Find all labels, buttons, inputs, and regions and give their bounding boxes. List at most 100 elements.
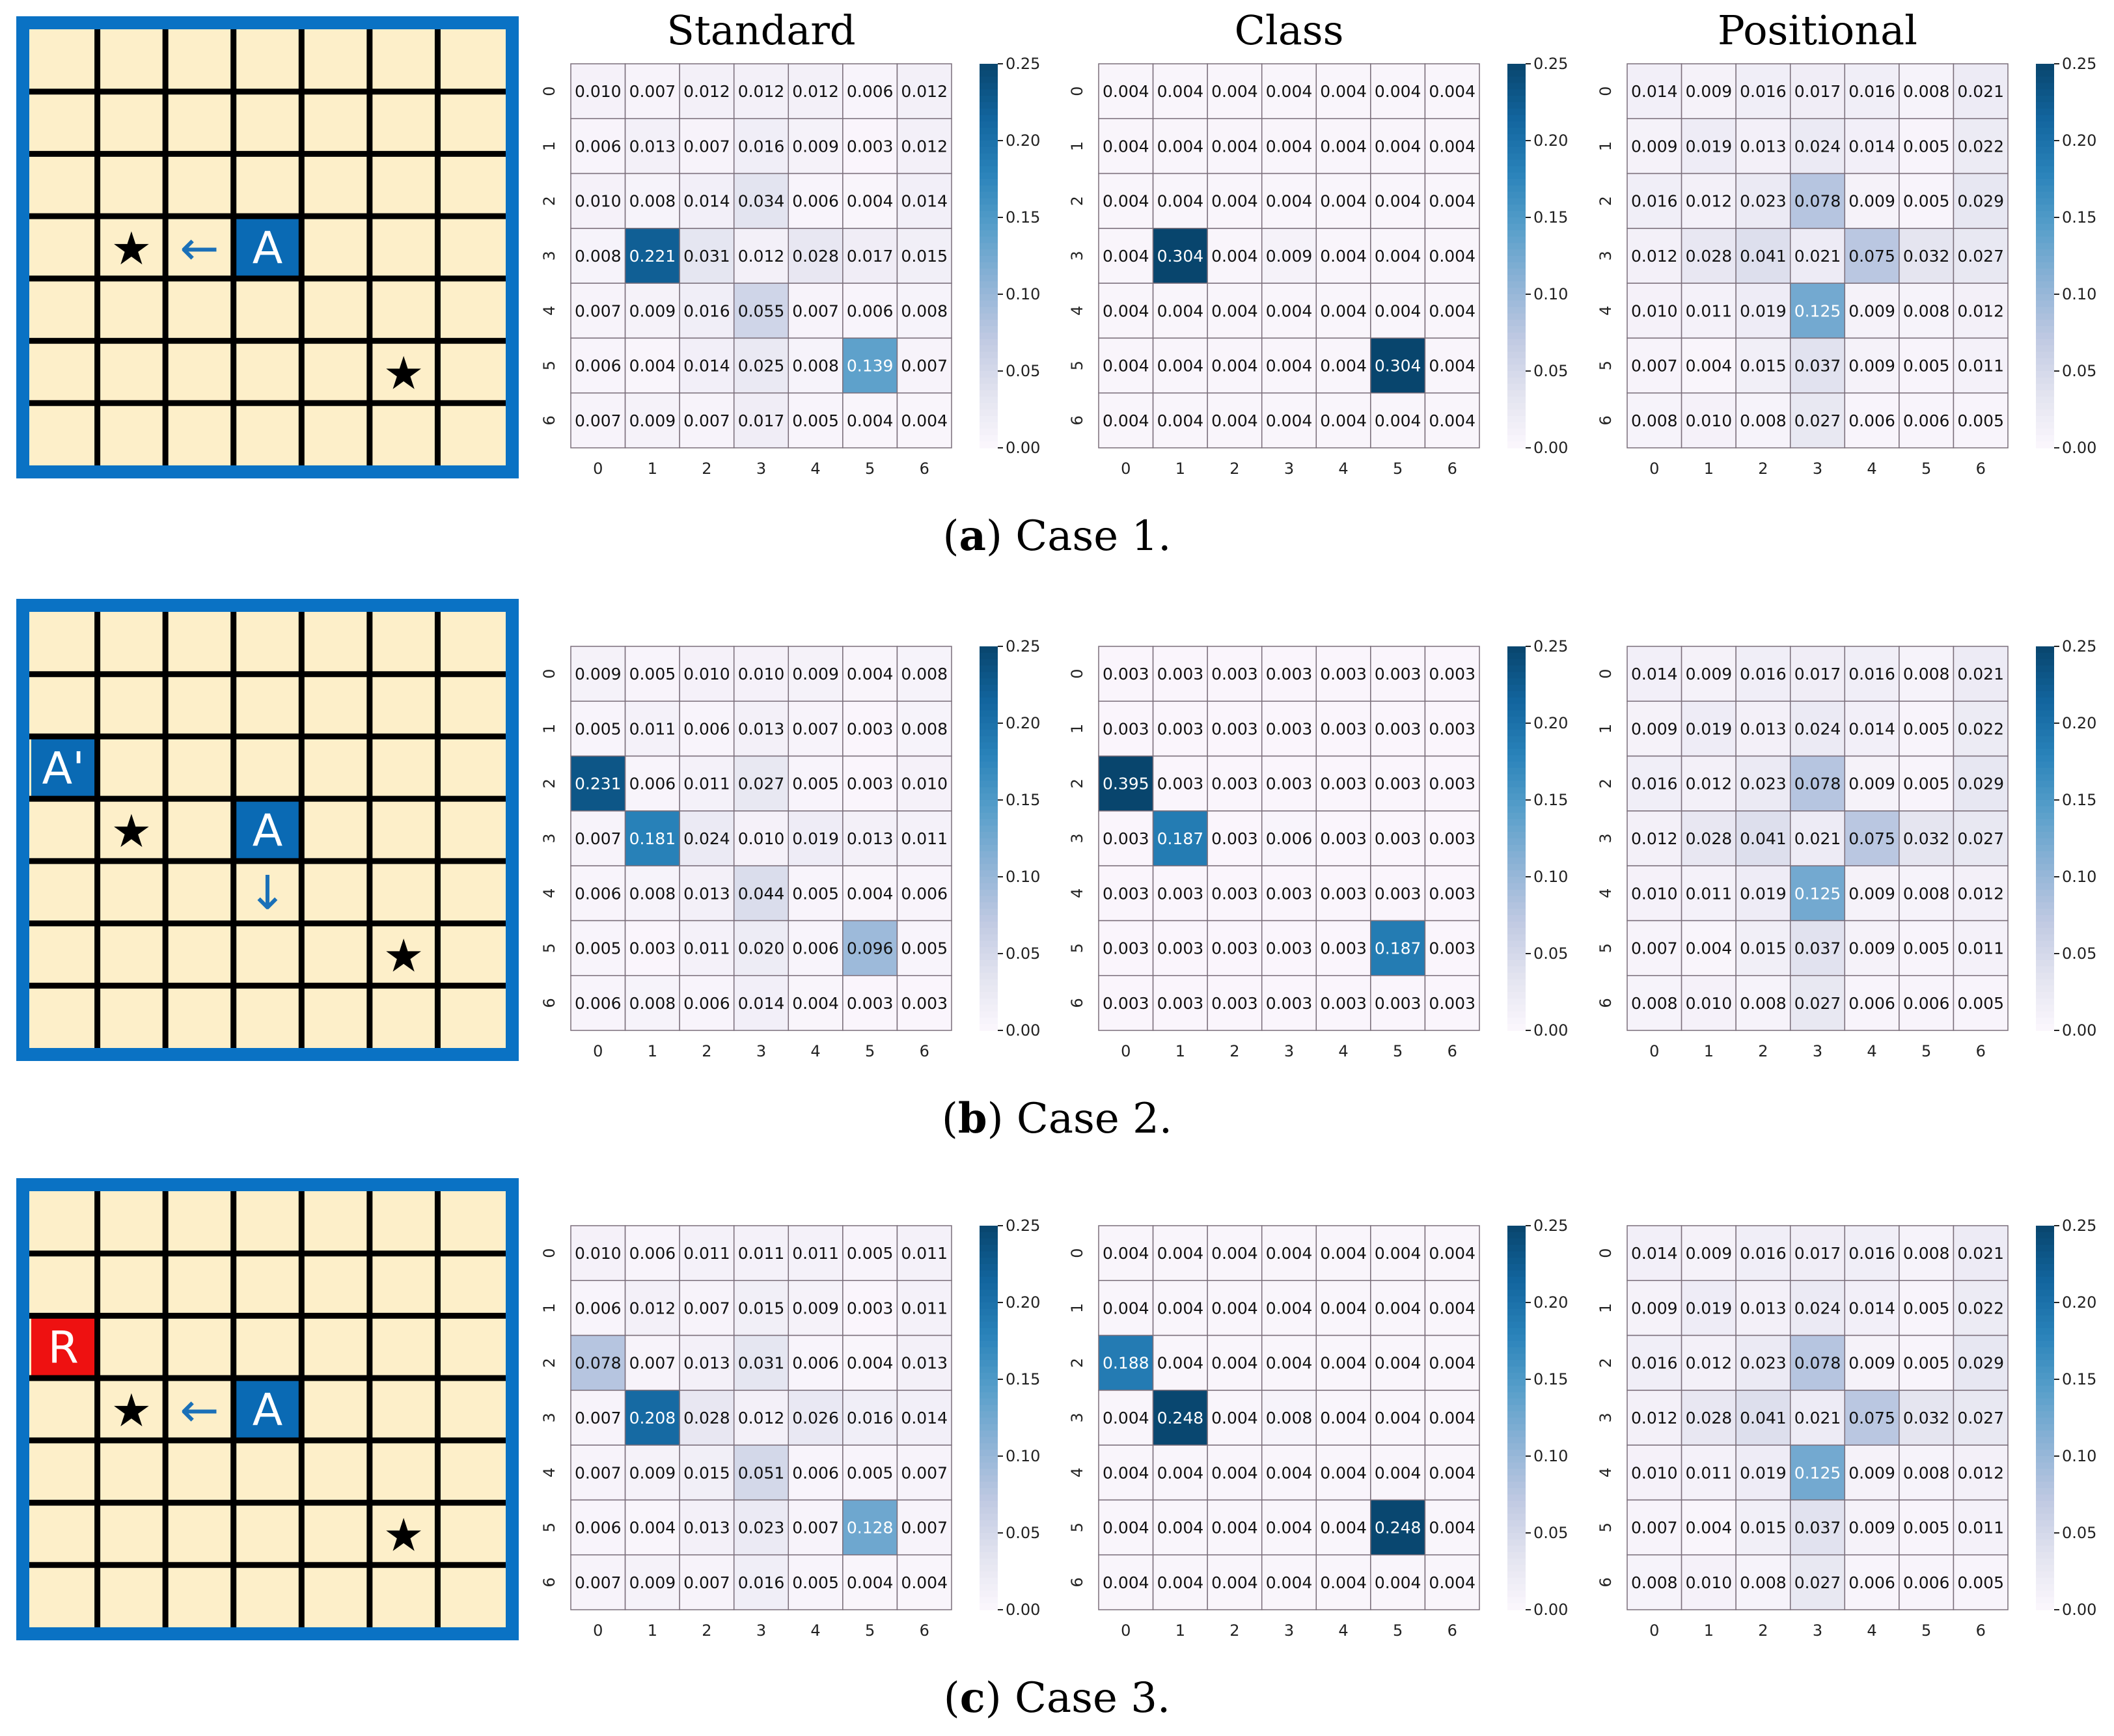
heatmap-cell [733,392,789,448]
cell-value-label: 0.221 [629,247,676,266]
colorbar-segment [1507,889,1526,897]
heatmap-cell [1424,228,1480,284]
cell-value-label: 0.003 [847,719,894,738]
heatmap-cell [570,1444,626,1501]
x-tick-label: 3 [1813,1042,1822,1060]
cell-value-label: 0.028 [792,247,839,266]
cell-value-label: 0.003 [1375,775,1421,793]
cell-value-label: 0.021 [1957,82,2004,101]
cell-value-label: 0.231 [575,775,622,793]
heatmap-cell [1681,810,1736,866]
cell-value-label: 0.004 [629,357,676,376]
heatmap-cell [842,172,898,229]
cell-value-label: 0.008 [1740,411,1787,430]
cell-value-label: 0.004 [1103,192,1149,211]
cell-value-label: 0.005 [792,411,839,430]
heatmap-cell [1261,646,1317,702]
cell-value-label: 0.005 [1903,357,1950,376]
heatmap-cell [624,974,680,1031]
y-tick-label: 2 [540,196,558,206]
colorbar-segment [1507,665,1526,673]
x-tick-label: 0 [1649,460,1659,478]
colorbar-segment [1507,217,1526,225]
cell-value-label: 0.003 [1211,939,1258,958]
x-tick-label: 6 [1448,1042,1457,1060]
colorbar-segment [980,64,998,71]
x-tick-label: 0 [1649,1621,1659,1640]
colorbar-segment [2036,1283,2054,1291]
cell-value-label: 0.007 [683,1573,730,1592]
cell-value-label: 0.003 [1375,719,1421,738]
cell-value-label: 0.006 [683,719,730,738]
colorbar-segment [2036,1533,2054,1540]
cell-value-label: 0.010 [1631,884,1678,903]
cell-value-label: 0.187 [1157,829,1204,848]
colorbar-segment [2036,659,2054,667]
colorbar-segment [1507,415,1526,423]
colorbar-segment [980,115,998,122]
colorbar-tick-label: 0.10 [2062,868,2096,886]
cell-value-label: 0.012 [1631,247,1678,266]
colorbar-segment [980,300,998,308]
cell-value-label: 0.008 [901,301,948,320]
cell-value-label: 0.003 [1429,665,1476,683]
colorbar-segment [1507,76,1526,84]
cell-value-label: 0.024 [1794,1299,1841,1317]
heatmap-cell [1152,1334,1208,1391]
cell-value-label: 0.005 [575,719,622,738]
colorbar-segment [1507,646,1526,654]
cell-value-label: 0.011 [901,1299,948,1317]
heatmap-cell [1735,392,1791,448]
cell-value-label: 0.008 [1740,1573,1787,1592]
heatmap-cell [1627,865,1682,922]
cell-value-label: 0.004 [792,994,839,1013]
cell-value-label: 0.003 [1157,775,1204,793]
y-tick-label: 4 [540,889,558,898]
cell-value-label: 0.019 [1686,719,1733,738]
colorbar-segment [980,1552,998,1560]
cell-value-label: 0.008 [629,994,676,1013]
cell-value-label: 0.009 [1848,884,1895,903]
colorbar-segment [1507,793,1526,801]
case-caption: (a) Case 1. [943,512,1172,560]
heatmap-cell [788,172,844,229]
cell-value-label: 0.027 [1794,994,1841,1013]
heatmap-cell [1315,920,1371,976]
cell-value-label: 0.003 [847,137,894,156]
heatmap-cell [1207,1280,1263,1336]
colorbar-segment [980,1296,998,1303]
cell-value-label: 0.012 [1686,775,1733,793]
heatmap-cell [1424,865,1480,922]
colorbar-segment [1507,288,1526,295]
colorbar-segment [1507,1226,1526,1233]
y-tick-label: 2 [1597,778,1615,788]
colorbar-segment [980,1245,998,1252]
colorbar-segment [2036,685,2054,692]
heatmap-cell [1844,646,1900,702]
colorbar-segment [1507,1238,1526,1246]
cell-value-label: 0.003 [1103,829,1149,848]
y-tick-label: 5 [540,943,558,953]
cell-value-label: 0.017 [738,411,785,430]
colorbar-segment [2036,166,2054,173]
colorbar-segment [1507,1366,1526,1373]
cell-value-label: 0.013 [683,1354,730,1373]
colorbar-segment [980,1481,998,1489]
cell-value-label: 0.008 [1903,82,1950,101]
colorbar-segment [980,1507,998,1515]
heatmap-cell [896,1225,952,1282]
cell-value-label: 0.029 [1957,192,2004,211]
colorbar-segment [980,371,998,378]
colorbar-segment [1507,1405,1526,1412]
y-tick-label: 3 [540,833,558,843]
cell-value-label: 0.008 [792,357,839,376]
colorbar-segment [2036,172,2054,180]
colorbar-tick-label: 0.05 [1006,362,1040,380]
colorbar-tick-label: 0.00 [1533,1601,1568,1619]
heatmap-cell [624,920,680,976]
y-tick-label: 1 [1597,724,1615,734]
down-arrow-icon: ↓ [248,866,287,920]
heatmap-cell [1735,63,1791,120]
heatmap-cell [1261,337,1317,394]
